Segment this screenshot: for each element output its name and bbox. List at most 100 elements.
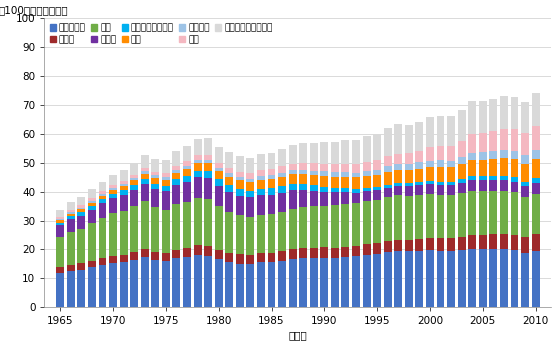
Bar — [341, 176, 349, 188]
Bar — [490, 151, 497, 159]
Bar — [77, 197, 85, 205]
Bar — [299, 163, 307, 170]
Bar — [447, 185, 455, 195]
Bar — [511, 151, 519, 159]
Bar — [426, 184, 434, 194]
Bar — [531, 251, 540, 307]
Bar — [109, 175, 117, 185]
Bar — [447, 167, 455, 182]
Bar — [521, 197, 529, 237]
Bar — [479, 235, 487, 249]
Bar — [246, 264, 255, 307]
Bar — [215, 250, 223, 259]
Bar — [152, 260, 159, 307]
Bar — [437, 238, 444, 251]
Bar — [490, 99, 497, 131]
Bar — [215, 259, 223, 307]
Bar — [426, 147, 434, 161]
Bar — [310, 206, 317, 248]
Bar — [426, 167, 434, 181]
Bar — [331, 248, 339, 258]
Bar — [394, 154, 402, 164]
Bar — [77, 263, 85, 270]
Bar — [257, 154, 265, 170]
Bar — [162, 185, 170, 191]
Bar — [67, 271, 75, 307]
Bar — [56, 267, 64, 273]
Bar — [352, 177, 360, 189]
Bar — [215, 147, 223, 163]
Bar — [141, 201, 149, 249]
Bar — [99, 199, 106, 203]
Bar — [416, 182, 423, 185]
Bar — [109, 213, 117, 256]
Bar — [278, 173, 286, 177]
Bar — [468, 249, 476, 307]
Bar — [246, 173, 255, 179]
Bar — [490, 176, 497, 180]
Bar — [236, 189, 244, 196]
Bar — [299, 184, 307, 191]
Bar — [468, 101, 476, 134]
Bar — [130, 175, 138, 178]
Bar — [120, 195, 128, 211]
Bar — [458, 237, 466, 250]
Bar — [479, 249, 487, 307]
Bar — [405, 183, 413, 186]
Bar — [341, 257, 349, 307]
Bar — [341, 204, 349, 247]
Bar — [130, 185, 138, 190]
Bar — [531, 126, 540, 150]
Bar — [310, 191, 317, 206]
Bar — [394, 183, 402, 185]
Bar — [267, 253, 276, 262]
Bar — [373, 134, 381, 161]
Bar — [416, 195, 423, 239]
Bar — [331, 172, 339, 176]
Bar — [183, 166, 191, 169]
Bar — [267, 214, 276, 253]
Bar — [416, 251, 423, 307]
Bar — [468, 134, 476, 153]
Bar — [67, 212, 75, 213]
Bar — [405, 154, 413, 164]
Bar — [141, 179, 149, 184]
Bar — [267, 153, 276, 169]
Bar — [511, 129, 519, 151]
Bar — [341, 247, 349, 257]
Bar — [225, 176, 233, 185]
Bar — [225, 185, 233, 192]
Bar — [194, 139, 202, 155]
Bar — [405, 251, 413, 307]
Bar — [299, 258, 307, 307]
Bar — [162, 253, 170, 261]
Bar — [267, 195, 276, 214]
Bar — [531, 194, 540, 234]
Bar — [299, 248, 307, 258]
Bar — [479, 160, 487, 176]
Bar — [225, 152, 233, 168]
Bar — [152, 178, 159, 183]
Bar — [67, 232, 75, 265]
Bar — [67, 213, 75, 216]
Bar — [162, 173, 170, 177]
Bar — [130, 260, 138, 307]
Bar — [246, 217, 255, 255]
Bar — [490, 180, 497, 191]
Bar — [162, 160, 170, 173]
Bar — [204, 163, 212, 171]
Bar — [405, 164, 413, 170]
Bar — [267, 169, 276, 175]
Bar — [120, 211, 128, 255]
Bar — [120, 262, 128, 307]
Bar — [236, 172, 244, 177]
Bar — [99, 265, 106, 307]
Bar — [183, 257, 191, 307]
Bar — [490, 159, 497, 176]
Bar — [77, 229, 85, 263]
Bar — [204, 138, 212, 155]
Bar — [458, 193, 466, 237]
Bar — [289, 249, 297, 259]
Bar — [77, 212, 85, 216]
Bar — [152, 252, 159, 260]
